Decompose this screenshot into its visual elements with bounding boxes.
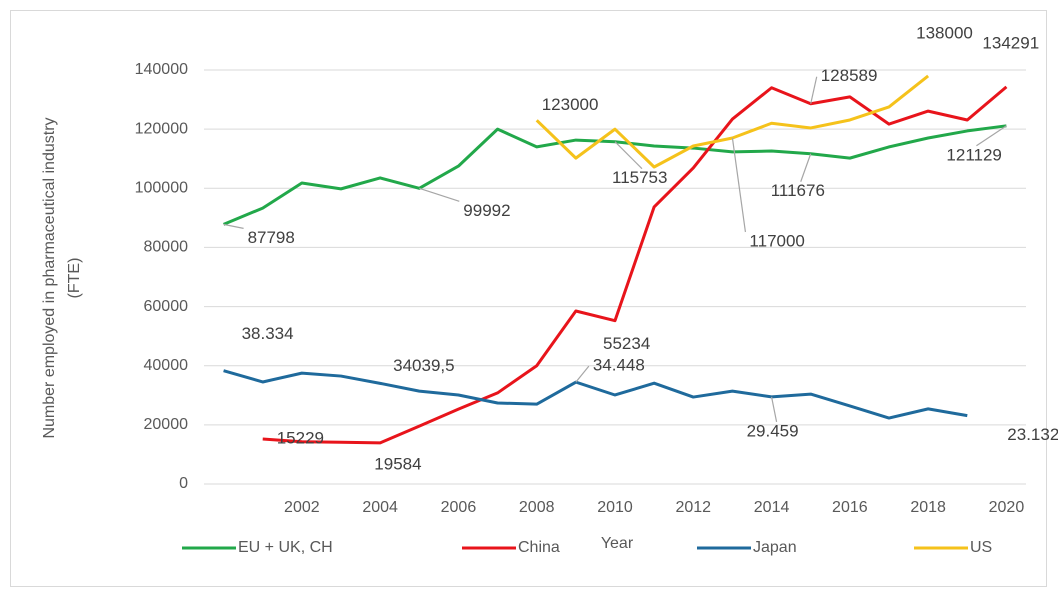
y-tick-label: 80000 xyxy=(144,239,189,256)
x-tick-label: 2008 xyxy=(519,499,555,516)
data-label: 38.334 xyxy=(242,324,294,343)
data-label: 128589 xyxy=(821,66,878,85)
data-label: 23.132 xyxy=(1007,425,1058,444)
x-tick-label: 2002 xyxy=(284,499,320,516)
y-tick-label: 100000 xyxy=(135,180,188,197)
data-label: 134291 xyxy=(982,33,1039,52)
x-tick-label: 2020 xyxy=(989,499,1025,516)
series-line xyxy=(262,85,1008,445)
data-label: 87798 xyxy=(248,228,295,247)
legend-label: China xyxy=(518,539,560,556)
y-tick-label: 60000 xyxy=(144,298,189,315)
leader-line xyxy=(419,187,460,202)
x-tick-label: 2010 xyxy=(597,499,633,516)
data-label: 19584 xyxy=(374,455,421,474)
chart-frame xyxy=(10,10,1047,587)
y-tick-label: 40000 xyxy=(144,357,189,374)
leader-line xyxy=(223,223,244,229)
leader-line xyxy=(770,396,778,423)
y-tick-label: 120000 xyxy=(135,120,188,137)
leader-line xyxy=(976,125,1007,147)
x-tick-label: 2016 xyxy=(832,499,868,516)
data-label: 121129 xyxy=(946,145,1001,164)
data-label: 111676 xyxy=(771,181,825,200)
y-axis-title: Number employed in pharmaceutical indust… xyxy=(41,117,58,438)
y-tick-label: 20000 xyxy=(144,416,189,433)
y-axis-title: (FTE) xyxy=(66,258,83,299)
data-label: 115753 xyxy=(612,168,667,187)
x-tick-label: 2012 xyxy=(675,499,711,516)
data-label: 99992 xyxy=(463,201,510,220)
x-axis-title: Year xyxy=(601,535,634,552)
leader-line xyxy=(810,76,818,104)
x-tick-label: 2006 xyxy=(441,499,477,516)
data-label: 34.448 xyxy=(593,356,645,375)
x-tick-label: 2004 xyxy=(362,499,398,516)
data-label: 15229 xyxy=(277,428,324,447)
data-label: 117000 xyxy=(749,231,804,250)
series-line xyxy=(535,74,930,169)
data-label: 138000 xyxy=(916,23,973,42)
legend-label: EU + UK, CH xyxy=(238,539,333,556)
x-tick-label: 2018 xyxy=(910,499,946,516)
leader-line xyxy=(731,137,747,233)
data-label: 123000 xyxy=(542,95,599,114)
y-tick-label: 0 xyxy=(179,475,188,492)
legend-label: US xyxy=(970,539,992,556)
leader-line xyxy=(575,365,590,383)
series-line xyxy=(223,369,968,420)
data-label: 55234 xyxy=(603,334,650,353)
y-tick-label: 140000 xyxy=(135,61,188,78)
leader-line xyxy=(800,153,812,182)
legend-label: Japan xyxy=(753,539,797,556)
x-tick-label: 2014 xyxy=(754,499,790,516)
data-label: 29.459 xyxy=(747,421,799,440)
data-label: 34039,5 xyxy=(393,356,454,375)
leader-line xyxy=(614,141,643,170)
